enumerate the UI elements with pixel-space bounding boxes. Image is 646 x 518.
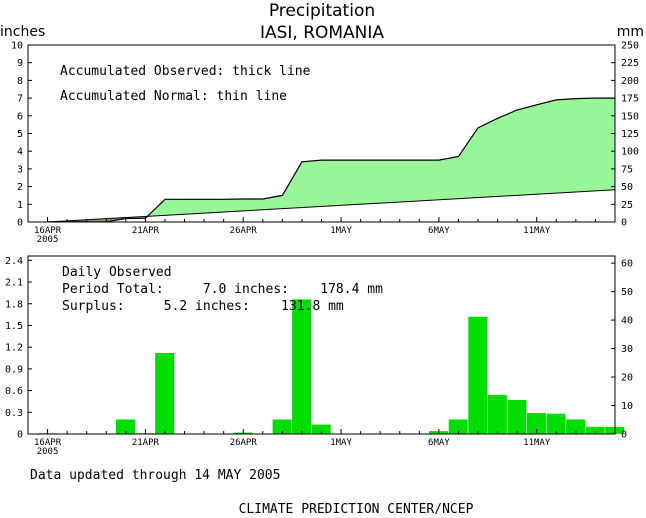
- y-right-tick-label: 40: [621, 316, 633, 327]
- daily-bar: [116, 419, 135, 434]
- chart-annotation: Daily Observed: [62, 265, 172, 280]
- y-left-tick-label: 9: [17, 58, 23, 69]
- y-right-tick-label: 250: [621, 41, 639, 52]
- x-tick-label: 11MAY: [523, 438, 551, 448]
- y-left-tick-label: 1: [17, 200, 23, 211]
- y-right-tick-label: 150: [621, 111, 639, 122]
- daily-bar: [585, 426, 605, 434]
- chart-title: Precipitation: [269, 1, 375, 21]
- source-credit: CLIMATE PREDICTION CENTER/NCEP: [239, 502, 474, 517]
- accumulated-panel: 0123456789100255075100125150175200225250…: [11, 41, 639, 246]
- chart-annotation: Period Total: 7.0 inches: 178.4 mm: [62, 282, 383, 297]
- daily-bar: [292, 299, 312, 434]
- y-left-tick-label: 5: [17, 129, 23, 140]
- y-left-tick-label: 10: [11, 41, 23, 52]
- y-left-tick-label: 2: [17, 182, 23, 193]
- y-right-tick-label: 225: [621, 58, 639, 69]
- x-tick-label: 16APR: [34, 226, 62, 236]
- x-tick-label: 26APR: [230, 438, 258, 448]
- y-left-tick-label: 0.6: [5, 386, 23, 397]
- right-unit-label: mm: [617, 24, 644, 40]
- x-tick-label: 26APR: [230, 226, 258, 236]
- daily-bar: [272, 419, 292, 434]
- daily-bar: [546, 413, 566, 434]
- daily-bar: [507, 400, 527, 434]
- daily-panel: 0 0.3 0.6 0.9 1.2 1.5 1.8 2.1 2.4 0 10 20 30 40 50 60 16…: [5, 255, 633, 457]
- y-left-tick-label: 0.3: [5, 408, 23, 419]
- daily-bar: [527, 413, 546, 434]
- y-left-tick-label: 1.8: [5, 299, 23, 310]
- y-right-tick-label: 50: [621, 182, 633, 193]
- daily-bar: [311, 424, 331, 434]
- y-right-tick-label: 75: [621, 164, 633, 175]
- y-right-tick-label: 175: [621, 94, 639, 105]
- x-tick-label: 1MAY: [330, 438, 352, 448]
- x-tick-label: 6MAY: [428, 226, 450, 236]
- x-tick-label: 11MAY: [523, 226, 551, 236]
- daily-bar: [448, 419, 468, 434]
- y-right-tick-label: 125: [621, 129, 639, 140]
- daily-bar: [468, 316, 488, 434]
- chart-annotation: Surplus: 5.2 inches: 131.8 mm: [62, 299, 344, 314]
- y-right-tick-label: 0: [621, 218, 627, 229]
- y-left-tick-label: 3: [17, 164, 23, 175]
- y-left-tick-label: 6: [17, 111, 23, 122]
- y-left-tick-label: 0: [17, 430, 23, 441]
- y-right-tick-label: 0: [621, 430, 627, 441]
- data-updated-note: Data updated through 14 MAY 2005: [30, 468, 280, 483]
- accumulated-normal-line: [47, 189, 616, 223]
- y-right-tick-label: 200: [621, 76, 639, 87]
- daily-bar: [487, 394, 507, 434]
- y-left-tick-label: 0.9: [5, 364, 23, 375]
- y-left-tick-label: 1.2: [5, 343, 23, 354]
- y-right-tick-label: 10: [621, 401, 633, 412]
- x-tick-label: 21APR: [132, 438, 160, 448]
- y-right-tick-label: 100: [621, 147, 639, 158]
- chart-annotation: Accumulated Normal: thin line: [60, 89, 287, 104]
- y-left-tick-label: 4: [17, 147, 23, 158]
- y-right-tick-label: 50: [621, 287, 633, 298]
- y-right-tick-label: 20: [621, 373, 633, 384]
- x-tick-year-label: 2005: [37, 235, 59, 245]
- accumulated-observed-line: [47, 97, 615, 223]
- y-right-tick-label: 60: [621, 259, 633, 270]
- chart-annotation: Accumulated Observed: thick line: [60, 64, 311, 79]
- daily-bar: [566, 419, 586, 434]
- y-left-tick-label: 0: [17, 218, 23, 229]
- x-tick-year-label: 2005: [37, 447, 59, 457]
- x-tick-label: 6MAY: [428, 438, 450, 448]
- daily-bar: [155, 353, 175, 434]
- y-left-tick-label: 2.1: [5, 278, 23, 289]
- x-tick-label: 16APR: [34, 438, 62, 448]
- y-left-tick-label: 1.5: [5, 321, 23, 332]
- surplus-area: [149, 98, 616, 217]
- y-right-tick-label: 30: [621, 344, 633, 355]
- y-left-tick-label: 8: [17, 76, 23, 87]
- y-left-tick-label: 7: [17, 94, 23, 105]
- y-right-tick-label: 25: [621, 200, 633, 211]
- x-tick-label: 1MAY: [330, 226, 352, 236]
- y-left-tick-label: 2.4: [5, 256, 23, 267]
- chart-subtitle: IASI, ROMANIA: [260, 23, 384, 43]
- x-tick-label: 21APR: [132, 226, 160, 236]
- left-unit-label: inches: [0, 24, 45, 40]
